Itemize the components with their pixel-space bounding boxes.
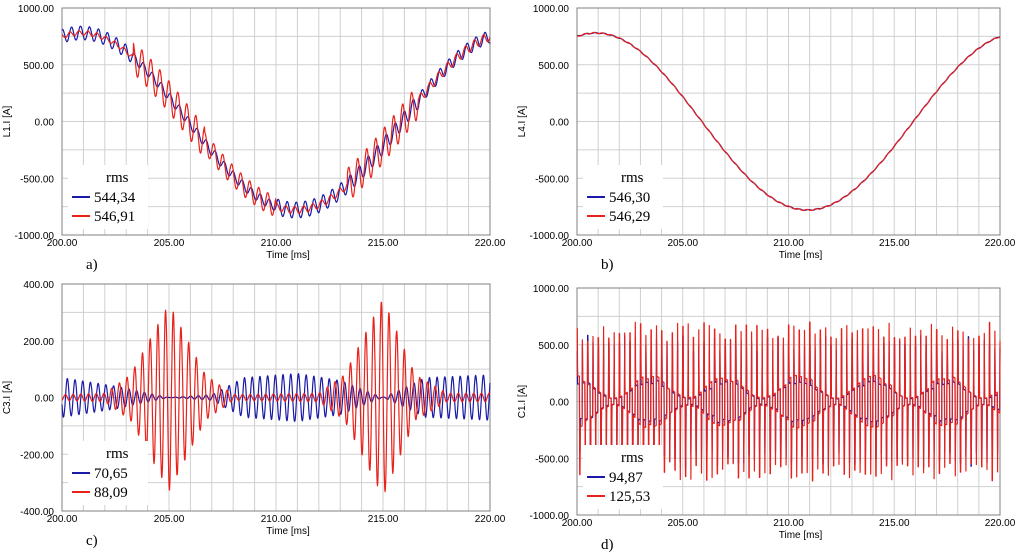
series-line-1 xyxy=(61,301,491,493)
y-tick-label: -200.00 xyxy=(20,450,54,461)
y-tick-label: 1000.00 xyxy=(533,284,570,295)
x-tick-label: 215.00 xyxy=(879,238,910,249)
y-axis-label: L4.I [A] xyxy=(517,105,528,137)
plot-frame xyxy=(576,7,1001,236)
legend-title: rms xyxy=(621,450,644,466)
x-axis-label: Time [ms] xyxy=(779,530,823,541)
y-tick-label: -500.00 xyxy=(20,174,54,185)
y-tick-label: -400.00 xyxy=(20,507,54,518)
x-tick-label: 200.00 xyxy=(562,238,593,249)
x-tick-label: 220.00 xyxy=(475,514,506,525)
x-tick-label: 215.00 xyxy=(879,518,910,529)
legend-value: 544,34 xyxy=(94,190,136,206)
y-tick-label: -500.00 xyxy=(535,454,569,465)
x-tick-label: 210.00 xyxy=(261,238,292,249)
legend-value: 546,29 xyxy=(609,209,650,225)
legend-value: 70,65 xyxy=(94,466,128,482)
chart-panel-0: 200.00 205.00 210.00 215.00 220.00 1000.00 500… xyxy=(2,4,506,273)
y-tick-label: 0.00 xyxy=(550,398,570,409)
y-tick-label: -500.00 xyxy=(535,174,569,185)
chart-panel-3: 200.00 205.00 210.00 215.00 220.00 1000.00 500… xyxy=(517,284,1016,553)
y-tick-label: 400.00 xyxy=(23,280,54,291)
legend-value: 546,91 xyxy=(94,209,135,225)
y-tick-label: 200.00 xyxy=(23,337,54,348)
series-line-0 xyxy=(61,373,491,422)
legend-value: 546,30 xyxy=(609,190,650,206)
y-axis-label: L1.I [A] xyxy=(2,105,13,137)
y-tick-label: 500.00 xyxy=(538,61,569,72)
x-tick-label: 205.00 xyxy=(667,518,698,529)
y-tick-label: 0.00 xyxy=(35,394,55,405)
plot-frame xyxy=(61,7,491,236)
panel-label: b) xyxy=(601,257,614,273)
y-tick-label: 500.00 xyxy=(23,61,54,72)
y-axis-label: C3.I [A] xyxy=(2,381,13,415)
y-axis-label: C1.I [A] xyxy=(517,385,528,419)
panel-label: a) xyxy=(86,257,98,273)
x-tick-label: 210.00 xyxy=(261,514,292,525)
chart-panel-1: 200.00 205.00 210.00 215.00 220.00 1000.00 500… xyxy=(517,4,1016,273)
legend-value: 88,09 xyxy=(94,485,128,501)
x-tick-label: 210.00 xyxy=(773,518,804,529)
x-axis-label: Time [ms] xyxy=(779,250,823,261)
x-tick-label: 215.00 xyxy=(368,238,399,249)
legend-value: 94,87 xyxy=(609,470,643,486)
x-axis-label: Time [ms] xyxy=(266,526,310,537)
legend-title: rms xyxy=(106,170,129,186)
y-tick-label: 1000.00 xyxy=(18,4,55,15)
x-tick-label: 200.00 xyxy=(47,238,78,249)
x-tick-label: 220.00 xyxy=(985,238,1016,249)
x-tick-label: 200.00 xyxy=(562,518,593,529)
plot-frame xyxy=(61,283,491,512)
y-tick-label: -1000.00 xyxy=(15,231,55,242)
series-line-1 xyxy=(61,30,491,216)
legend-title: rms xyxy=(621,170,644,186)
x-tick-label: 210.00 xyxy=(773,238,804,249)
x-tick-label: 205.00 xyxy=(154,238,185,249)
y-tick-label: 0.00 xyxy=(550,118,570,129)
x-tick-label: 220.00 xyxy=(985,518,1016,529)
x-tick-label: 215.00 xyxy=(368,514,399,525)
series-line-1 xyxy=(576,321,1001,482)
panel-label: c) xyxy=(86,533,98,549)
x-tick-label: 200.00 xyxy=(47,514,78,525)
x-tick-label: 220.00 xyxy=(475,238,506,249)
y-tick-label: 500.00 xyxy=(538,341,569,352)
legend-title: rms xyxy=(106,446,129,462)
x-tick-label: 205.00 xyxy=(154,514,185,525)
chart-panel-2: 200.00 205.00 210.00 215.00 220.00 400.00 200.… xyxy=(2,280,506,549)
y-tick-label: -1000.00 xyxy=(530,231,570,242)
panel-label: d) xyxy=(601,537,614,553)
legend-value: 125,53 xyxy=(609,489,650,505)
y-tick-label: 1000.00 xyxy=(533,4,570,15)
series-line-1 xyxy=(576,31,1001,212)
y-tick-label: -1000.00 xyxy=(530,511,570,522)
x-tick-label: 205.00 xyxy=(667,238,698,249)
y-tick-label: 0.00 xyxy=(35,118,55,129)
x-axis-label: Time [ms] xyxy=(266,250,310,261)
